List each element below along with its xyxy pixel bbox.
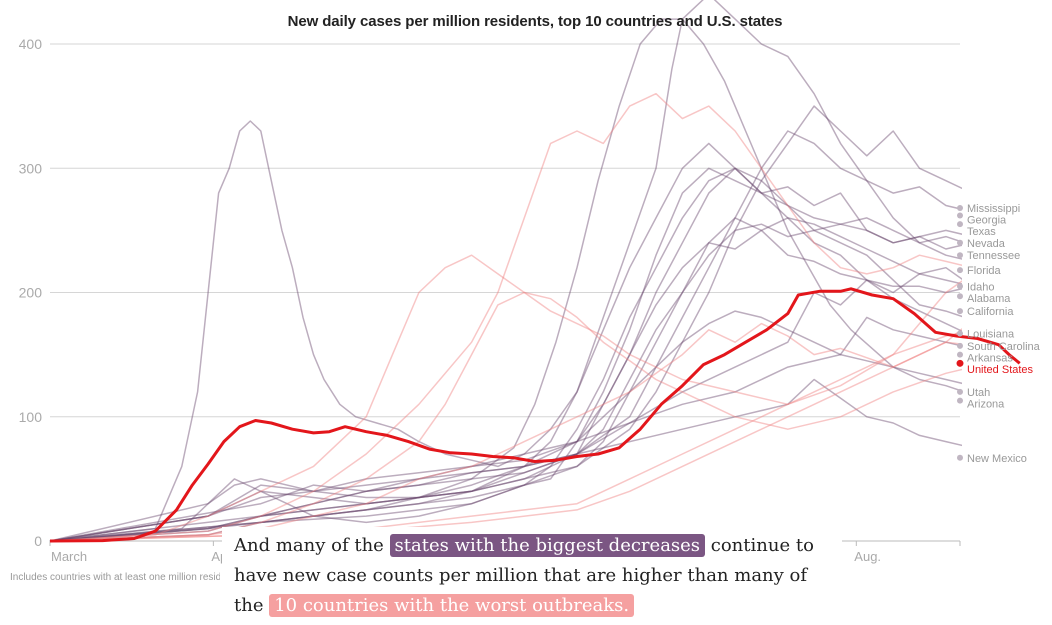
end-point — [957, 221, 963, 228]
end-label: Arizona — [967, 398, 1005, 410]
end-point — [957, 330, 963, 337]
end-label: Florida — [967, 265, 1002, 277]
series-line-country-b[interactable] — [49, 92, 1020, 542]
series-lines — [49, 0, 1020, 542]
end-point — [957, 351, 963, 358]
series-line-mississippi[interactable] — [49, 105, 1020, 542]
series-line-arizona[interactable] — [49, 18, 1020, 542]
end-label: Louisiana — [967, 329, 1015, 341]
end-label: Nevada — [967, 238, 1006, 250]
series-line-florida[interactable] — [49, 0, 1020, 542]
footnote: Includes countries with at least one mil… — [10, 572, 220, 583]
end-point — [957, 239, 963, 246]
y-tick-label: 0 — [34, 533, 42, 549]
end-point — [957, 252, 963, 259]
y-axis-ticks: 0 100 200 300 400 — [19, 36, 43, 549]
highlight-countries[interactable]: 10 countries with the worst outbreaks. — [269, 594, 635, 617]
caption-part1: And many of the — [234, 535, 390, 556]
y-tick-label: 200 — [19, 285, 43, 301]
y-tick-label: 300 — [19, 160, 43, 176]
series-line-california[interactable] — [49, 266, 1020, 542]
series-line-country-a[interactable] — [49, 243, 1020, 542]
series-line-south-carolina[interactable] — [49, 167, 1020, 542]
end-label: Tennessee — [967, 250, 1020, 262]
series-line-united-states[interactable] — [49, 287, 1021, 543]
end-label: Utah — [967, 387, 990, 399]
end-label: Georgia — [967, 215, 1007, 227]
highlight-line — [49, 287, 1021, 543]
end-point — [957, 308, 963, 315]
series-line-nevada[interactable] — [49, 167, 1020, 542]
series-line-utah[interactable] — [49, 310, 1020, 542]
end-point — [957, 267, 963, 274]
end-label: South Carolina — [967, 341, 1041, 353]
series-line-country-c[interactable] — [49, 291, 1020, 542]
highlight-states[interactable]: states with the biggest decreases — [389, 534, 706, 557]
end-label: New Mexico — [967, 453, 1027, 465]
x-tick-label: Aug. — [854, 549, 881, 564]
series-line-new-mexico[interactable] — [49, 378, 1020, 542]
y-tick-label: 100 — [19, 409, 43, 425]
end-label: Mississippi — [967, 203, 1020, 215]
end-label: California — [967, 306, 1014, 318]
series-line-louisiana[interactable] — [49, 120, 1020, 542]
x-tick-label: March — [51, 549, 87, 564]
end-point — [957, 212, 963, 219]
end-label: Alabama — [967, 293, 1011, 305]
end-point — [957, 283, 963, 290]
series-line-texas[interactable] — [49, 167, 1020, 542]
end-point — [957, 388, 963, 395]
series-line-country-e[interactable] — [49, 320, 1020, 542]
series-line-georgia[interactable] — [49, 130, 1020, 542]
end-point — [957, 293, 963, 300]
caption-text: And many of the states with the biggest … — [222, 527, 842, 625]
y-tick-label: 400 — [19, 36, 43, 52]
series-line-country-d[interactable] — [49, 322, 1020, 542]
series-line-tennessee[interactable] — [49, 217, 1020, 542]
end-point — [957, 342, 963, 349]
end-point — [957, 205, 963, 212]
end-label: Idaho — [967, 281, 995, 293]
series-line-alabama[interactable] — [49, 217, 1020, 542]
end-label: Texas — [967, 226, 996, 238]
caption-part2: continue to have new case counts per mil… — [234, 535, 814, 616]
series-line-arkansas[interactable] — [49, 316, 1020, 542]
end-point — [956, 359, 964, 367]
series-line-idaho[interactable] — [49, 217, 1020, 542]
end-point — [957, 454, 963, 461]
chart-title: New daily cases per million residents, t… — [287, 13, 783, 30]
end-label: Arkansas — [967, 352, 1013, 364]
end-label: United States — [967, 364, 1034, 376]
end-point — [957, 397, 963, 404]
